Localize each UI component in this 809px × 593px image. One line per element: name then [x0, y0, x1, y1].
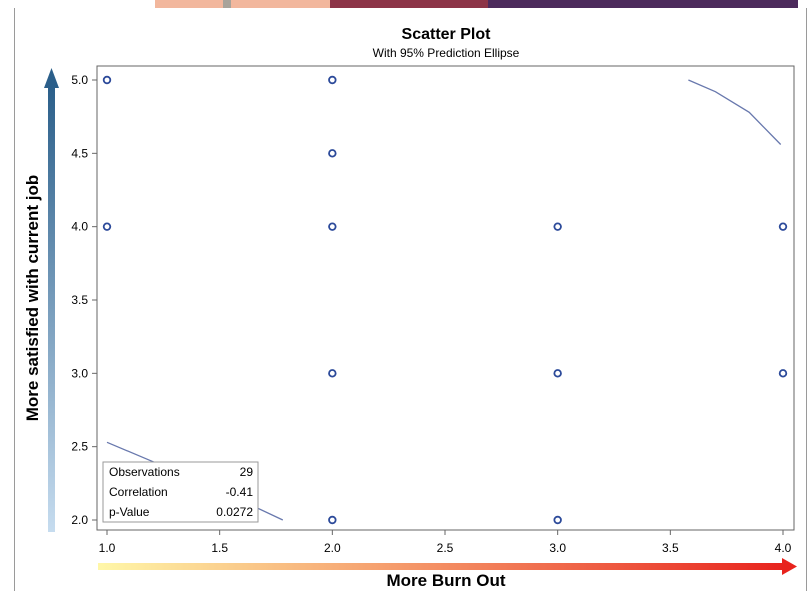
data-point — [328, 222, 337, 231]
data-point — [102, 75, 112, 85]
stat-value: 29 — [240, 465, 254, 479]
x-axis: 1.0 1.5 2.0 2.5 3.0 3.5 4.0 — [99, 530, 792, 555]
y-tick-label: 4.5 — [71, 146, 88, 160]
data-point — [328, 515, 337, 525]
data-point — [553, 515, 562, 525]
y-tick-label: 4.0 — [71, 220, 88, 234]
x-axis-label: More Burn Out — [387, 571, 506, 590]
y-tick-label: 2.0 — [71, 513, 88, 527]
ellipse-segment — [688, 79, 782, 145]
data-point — [328, 75, 337, 85]
stat-label: Observations — [109, 465, 180, 479]
chart-frame — [14, 8, 807, 591]
x-tick-label: 3.0 — [549, 541, 566, 555]
x-tick-label: 2.0 — [324, 541, 341, 555]
chart-title: Scatter Plot — [402, 26, 492, 43]
y-tick-label: 5.0 — [71, 73, 88, 87]
stats-inset: Observations 29 Correlation -0.41 p-Value 0.0… — [102, 461, 259, 523]
x-tick-label: 1.5 — [211, 541, 228, 555]
data-points — [102, 75, 788, 525]
data-point — [778, 369, 788, 378]
top-color-strip — [0, 0, 809, 8]
y-tick-label: 3.0 — [71, 366, 88, 380]
data-point — [778, 222, 788, 231]
y-arrow — [44, 68, 59, 532]
x-tick-label: 3.5 — [662, 541, 679, 555]
y-tick-label: 2.5 — [71, 440, 88, 454]
x-arrow — [98, 558, 797, 575]
chart-subtitle: With 95% Prediction Ellipse — [373, 46, 520, 60]
plot-area — [96, 65, 795, 531]
data-point — [553, 222, 562, 231]
prediction-ellipse — [106, 79, 782, 521]
stat-label: p-Value — [109, 505, 150, 519]
data-point — [328, 149, 337, 158]
stat-label: Correlation — [109, 485, 168, 499]
stat-value: 0.0272 — [216, 505, 253, 519]
stat-value: -0.41 — [226, 485, 254, 499]
y-axis-label: More satisfied with current job — [23, 175, 42, 422]
y-axis: 2.0 2.5 3.0 3.5 4.0 4.5 5.0 — [71, 73, 97, 527]
y-tick-label: 3.5 — [71, 293, 88, 307]
x-tick-label: 2.5 — [437, 541, 454, 555]
data-point — [102, 222, 112, 231]
x-tick-label: 4.0 — [775, 541, 792, 555]
x-tick-label: 1.0 — [99, 541, 116, 555]
stats-box — [102, 461, 259, 523]
data-point — [328, 369, 337, 378]
data-point — [553, 369, 562, 378]
